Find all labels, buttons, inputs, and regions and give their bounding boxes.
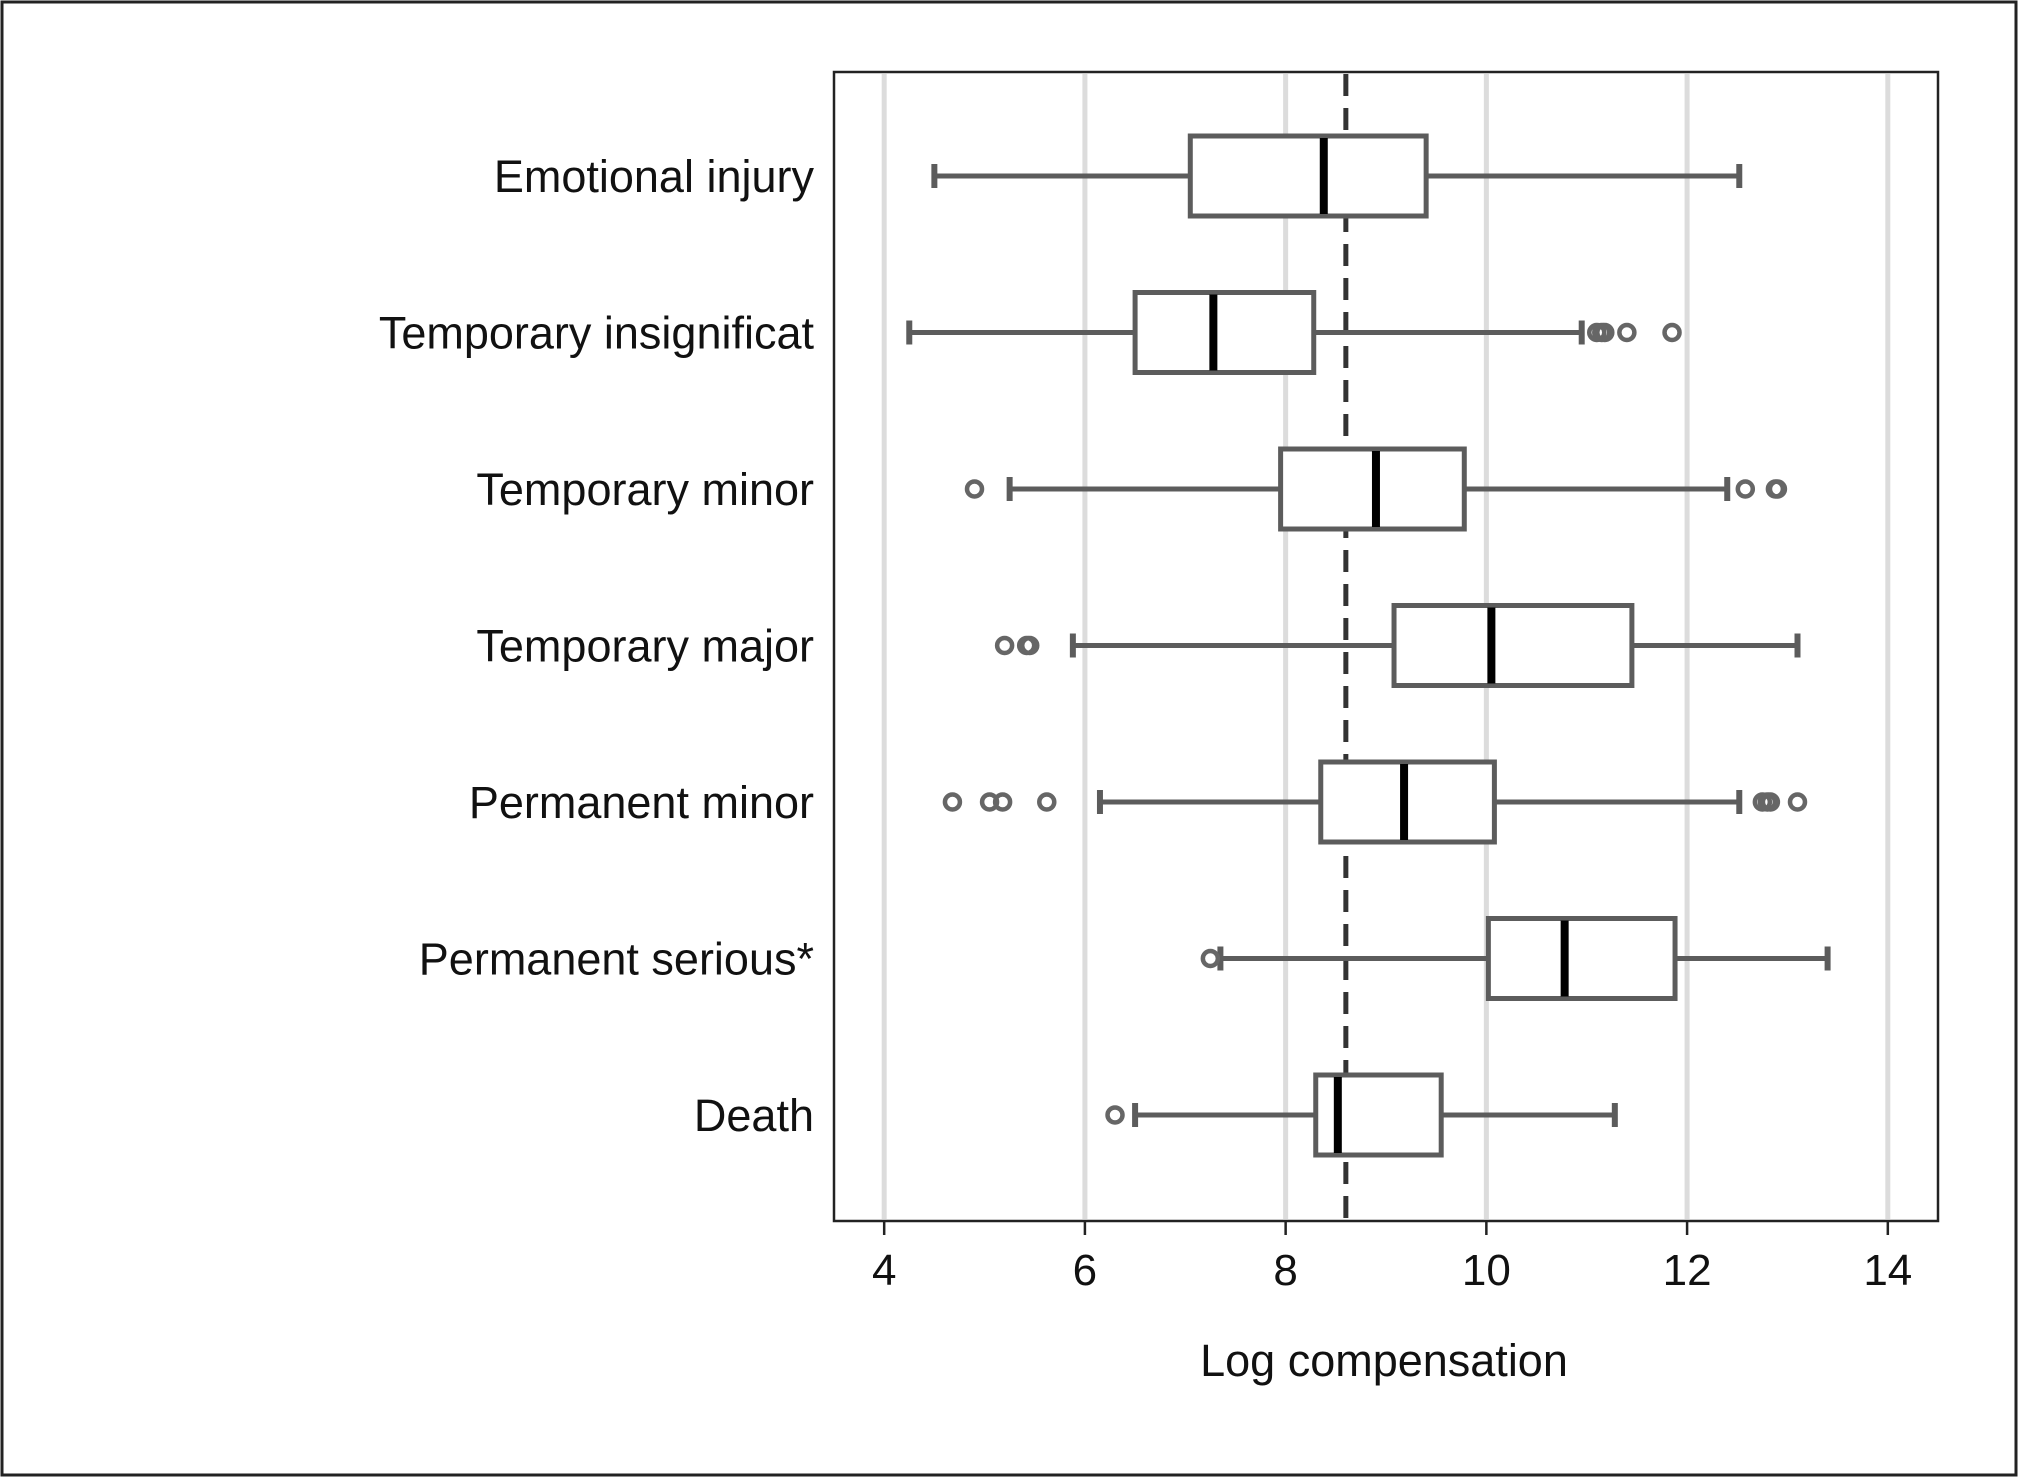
outlier-point xyxy=(1019,635,1040,656)
category-label: Death xyxy=(694,1090,814,1141)
iqr-box xyxy=(1485,916,1678,1001)
boxes xyxy=(906,133,1831,1158)
iqr-box xyxy=(1132,290,1317,375)
outlier-point xyxy=(1200,948,1221,969)
category-label: Temporary minor xyxy=(476,464,814,515)
x-axis-label: Log compensation xyxy=(1200,1335,1568,1386)
x-tick-label: 4 xyxy=(872,1246,896,1295)
outlier-point xyxy=(964,479,985,499)
outlier-point xyxy=(1787,792,1808,812)
outlier-point xyxy=(992,792,1013,812)
category-label: Emotional injury xyxy=(494,151,815,202)
outlier-point xyxy=(1760,792,1781,812)
outlier-point xyxy=(1662,322,1682,343)
outlier-point xyxy=(1595,322,1615,343)
outlier-point xyxy=(1767,479,1788,499)
box-2 xyxy=(906,290,1682,375)
outlier-point xyxy=(1617,322,1637,343)
category-label: Temporary insignificat xyxy=(379,308,815,359)
box-1 xyxy=(931,133,1743,219)
iqr-box xyxy=(1391,603,1635,688)
box-6 xyxy=(1200,916,1831,1001)
x-tick-label: 10 xyxy=(1462,1246,1511,1295)
outlier-point xyxy=(1735,479,1756,499)
outlier-point xyxy=(1105,1105,1125,1125)
outlier-point xyxy=(994,635,1015,656)
category-label: Temporary major xyxy=(476,621,814,672)
x-tick-label: 14 xyxy=(1863,1246,1912,1295)
box-3 xyxy=(964,446,1788,532)
x-axis-ticks: 4 6 8 10 12 14 xyxy=(872,1221,1912,1295)
x-tick-label: 12 xyxy=(1663,1246,1712,1295)
x-tick-label: 8 xyxy=(1273,1246,1297,1295)
outlier-point xyxy=(1037,792,1057,812)
x-tick-label: 6 xyxy=(1073,1246,1097,1295)
category-label: Permanent serious* xyxy=(419,934,814,985)
category-labels: Emotional injury Temporary insignificat Te… xyxy=(379,151,815,1141)
category-label: Permanent minor xyxy=(469,777,814,828)
box-7 xyxy=(1105,1072,1618,1158)
box-4 xyxy=(994,603,1801,688)
box-5 xyxy=(942,759,1808,845)
iqr-box xyxy=(1187,133,1429,219)
outlier-point xyxy=(942,792,963,812)
